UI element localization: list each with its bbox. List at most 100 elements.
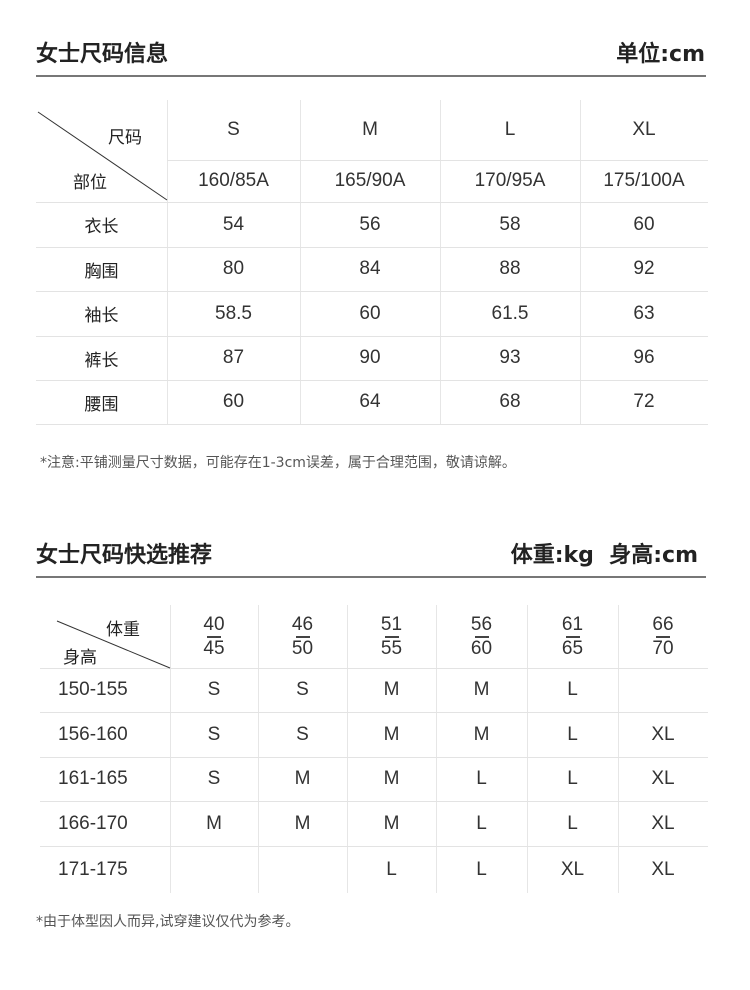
recommend-cell: XL	[651, 768, 675, 789]
weight-header: 40 45	[170, 605, 258, 668]
weight-header: 66 70	[618, 605, 708, 668]
recommend-cell: L	[567, 723, 578, 745]
range-dash	[384, 635, 399, 638]
range-dash	[474, 635, 489, 638]
divider	[36, 576, 706, 578]
height-label: 166-170	[58, 812, 128, 834]
weight-header: 46 50	[258, 605, 347, 668]
grid-line	[440, 100, 441, 424]
recommend-cell: XL	[651, 858, 675, 880]
size-header: M	[362, 119, 378, 140]
corner-diagonal	[37, 111, 168, 201]
weight-min: 56	[470, 613, 493, 635]
corner-label-size: 尺码	[108, 127, 142, 148]
weight-min: 66	[652, 613, 674, 635]
grid-line	[527, 605, 528, 893]
size-info-title: 女士尺码信息	[36, 42, 169, 67]
recommend-cell: M	[473, 723, 490, 745]
grid-line	[300, 100, 301, 424]
size-spec: 160/85A	[198, 170, 269, 191]
recommend-cell: XL	[651, 812, 675, 834]
grid-line	[40, 757, 708, 758]
table-cell: 61.5	[491, 302, 529, 324]
weight-max: 50	[291, 637, 314, 659]
recommend-cell: XL	[651, 723, 675, 745]
weight-header: 51 55	[347, 605, 436, 668]
grid-line	[167, 160, 708, 161]
grid-line	[36, 336, 708, 337]
table-cell: 54	[222, 213, 245, 235]
range-dash	[565, 635, 580, 638]
table-cell: 72	[633, 391, 655, 412]
table-cell: 80	[222, 258, 245, 279]
row-label: 胸围	[84, 261, 119, 282]
recommend-cell: S	[207, 679, 221, 700]
grid-line	[36, 291, 708, 292]
grid-line	[36, 247, 708, 248]
weight-header: 56 60	[436, 605, 527, 668]
size-header: XL	[632, 119, 656, 140]
weight-max: 70	[652, 637, 674, 659]
grid-line	[347, 605, 348, 893]
size-spec: 165/90A	[334, 170, 406, 191]
recommend-cell: M	[383, 679, 400, 700]
corner-diagonal	[56, 620, 171, 669]
recommend-cell	[618, 668, 708, 712]
grid-line	[580, 100, 581, 424]
recommend-cell: L	[567, 768, 578, 789]
size-header: L	[504, 119, 516, 140]
grid-line	[618, 605, 619, 893]
recommend-cell: L	[476, 858, 487, 880]
height-label: 171-175	[58, 858, 128, 880]
weight-min: 61	[561, 613, 584, 635]
corner-label-weight: 体重	[106, 619, 140, 640]
recommend-cell: L	[567, 812, 578, 834]
table-cell: 58	[499, 213, 521, 235]
weight-min: 40	[203, 613, 225, 635]
recommend-cell: M	[383, 723, 400, 745]
grid-line	[40, 712, 708, 713]
grid-line	[36, 380, 708, 381]
range-dash	[656, 635, 670, 638]
grid-line	[167, 100, 168, 424]
weight-header: 61 65	[527, 605, 618, 668]
weight-min: 46	[291, 613, 314, 635]
grid-line	[258, 605, 259, 893]
grid-line	[36, 424, 708, 425]
height-label: 161-165	[58, 768, 128, 789]
table-cell: 63	[633, 302, 655, 324]
height-label: 150-155	[58, 679, 128, 700]
recommend-cell: M	[294, 768, 311, 789]
weight-max: 65	[561, 637, 584, 659]
table-cell: 92	[633, 258, 655, 279]
recommend-cell: XL	[560, 858, 585, 880]
recommend-cell	[258, 846, 347, 893]
table-cell: 68	[499, 391, 521, 412]
table-cell: 96	[633, 347, 655, 368]
size-info-note: *注意:平铺测量尺寸数据，可能存在1-3cm误差，属于合理范围，敬请谅解。	[40, 455, 516, 471]
row-label: 袖长	[84, 306, 119, 326]
table-cell: 56	[359, 213, 381, 235]
recommend-title: 女士尺码快选推荐	[36, 543, 213, 568]
row-label: 腰围	[84, 394, 119, 415]
weight-min: 51	[380, 613, 403, 635]
table-cell: 60	[633, 213, 655, 235]
recommend-cell: S	[296, 723, 309, 745]
weight-max: 60	[470, 637, 493, 659]
recommend-cell: S	[207, 723, 221, 745]
recommend-cell: L	[476, 812, 487, 834]
recommend-note: *由于体型因人而异,试穿建议仅代为参考。	[36, 914, 300, 930]
table-cell: 58.5	[215, 302, 252, 324]
corner-label-part: 部位	[73, 172, 107, 193]
recommend-cell: M	[383, 812, 400, 834]
grid-line	[436, 605, 437, 893]
size-spec: 170/95A	[474, 170, 546, 191]
row-label: 裤长	[84, 350, 119, 371]
recommend-cell: S	[207, 768, 221, 789]
table-cell: 64	[359, 391, 381, 412]
height-label: 156-160	[58, 723, 128, 745]
table-cell: 93	[499, 347, 521, 368]
divider	[36, 75, 706, 77]
range-dash	[207, 635, 221, 638]
corner-label-height: 身高	[63, 647, 97, 668]
